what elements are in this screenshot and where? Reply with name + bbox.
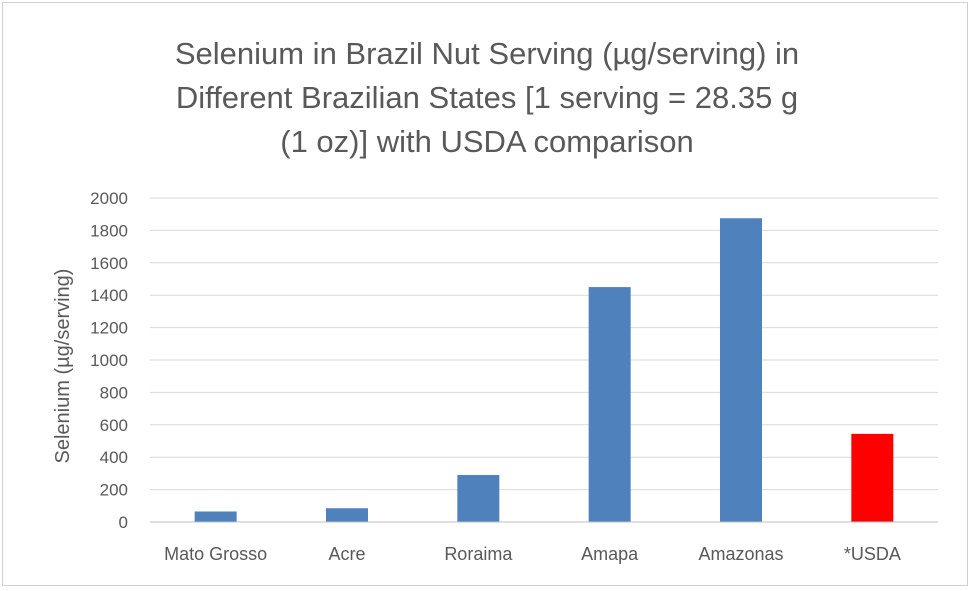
y-tick-label: 800: [100, 383, 128, 402]
y-tick-label: 400: [100, 448, 128, 467]
y-axis-title: Selenium (µg/serving): [52, 269, 74, 464]
y-tick-label: 600: [100, 416, 128, 435]
x-category-label: Amazonas: [698, 544, 783, 564]
y-tick-label: 1600: [90, 254, 128, 273]
y-tick-label: 1200: [90, 319, 128, 338]
chart-title-line-2: Different Brazilian States [1 serving = …: [175, 80, 799, 115]
y-tick-label: 0: [119, 513, 128, 532]
y-tick-label: 1000: [90, 351, 128, 370]
x-category-label: *USDA: [844, 544, 901, 564]
y-tick-label: 2000: [90, 189, 128, 208]
chart-title-line-1: Selenium in Brazil Nut Serving (µg/servi…: [174, 36, 800, 71]
bar-roraima: [457, 475, 500, 522]
bar-amazonas: [720, 218, 762, 522]
bar-usda: [851, 433, 894, 522]
axis-labels: 0 200 400 600 800 1000 1200 1400 1600 1800 2000 Mat…: [90, 189, 901, 564]
y-tick-label: 1800: [90, 221, 128, 240]
bar-acre: [326, 508, 368, 522]
bars: [194, 218, 894, 522]
bar-amapa: [588, 287, 631, 522]
chart-title: Selenium in Brazil Nut Serving (µg/servi…: [0, 32, 974, 164]
y-tick-label: 200: [100, 481, 128, 500]
gridlines: [150, 197, 938, 491]
bar-mato-grosso: [194, 511, 237, 522]
y-tick-label: 1400: [90, 286, 128, 305]
x-category-label: Acre: [328, 544, 365, 564]
chart-title-line-3: (1 oz)] with USDA comparison: [280, 124, 694, 159]
x-category-label: Amapa: [581, 544, 639, 564]
x-category-label: Roraima: [444, 544, 513, 564]
x-category-label: Mato Grosso: [164, 544, 267, 564]
